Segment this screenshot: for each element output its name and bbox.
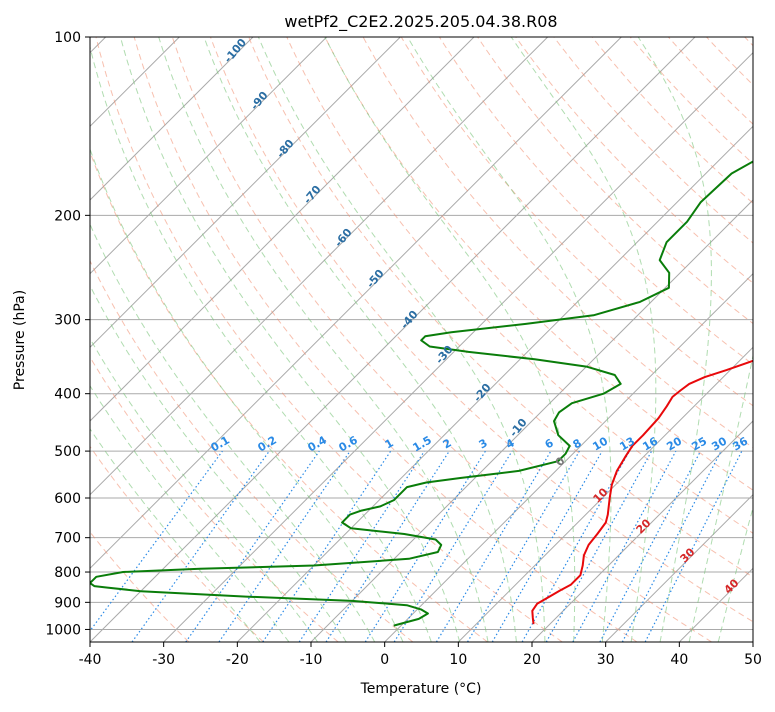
x-tick-label--10: -10: [300, 652, 323, 668]
y-tick-label-900: 900: [54, 595, 81, 611]
x-tick-label--20: -20: [226, 652, 249, 668]
x-tick-label-0: 0: [380, 652, 389, 668]
y-tick-label-800: 800: [54, 565, 81, 581]
chart-title: wetPf2_C2E2.2025.205.04.38.R08: [284, 12, 557, 32]
y-tick-label-300: 300: [54, 313, 81, 329]
x-tick-label-10: 10: [449, 652, 467, 668]
y-tick-label-1000: 1000: [45, 622, 81, 638]
y-tick-label-400: 400: [54, 387, 81, 403]
y-tick-label-700: 700: [54, 531, 81, 547]
y-tick-label-500: 500: [54, 444, 81, 460]
x-tick-label--30: -30: [152, 652, 175, 668]
x-axis-label: Temperature (°C): [360, 681, 482, 697]
x-tick-label-50: 50: [744, 652, 762, 668]
y-tick-label-200: 200: [54, 208, 81, 224]
x-tick-label-20: 20: [523, 652, 541, 668]
x-tick-label-30: 30: [597, 652, 615, 668]
y-tick-label-100: 100: [54, 30, 81, 46]
x-tick-label--40: -40: [79, 652, 102, 668]
y-axis-label: Pressure (hPa): [12, 290, 28, 390]
y-tick-label-600: 600: [54, 491, 81, 507]
x-tick-label-40: 40: [670, 652, 688, 668]
